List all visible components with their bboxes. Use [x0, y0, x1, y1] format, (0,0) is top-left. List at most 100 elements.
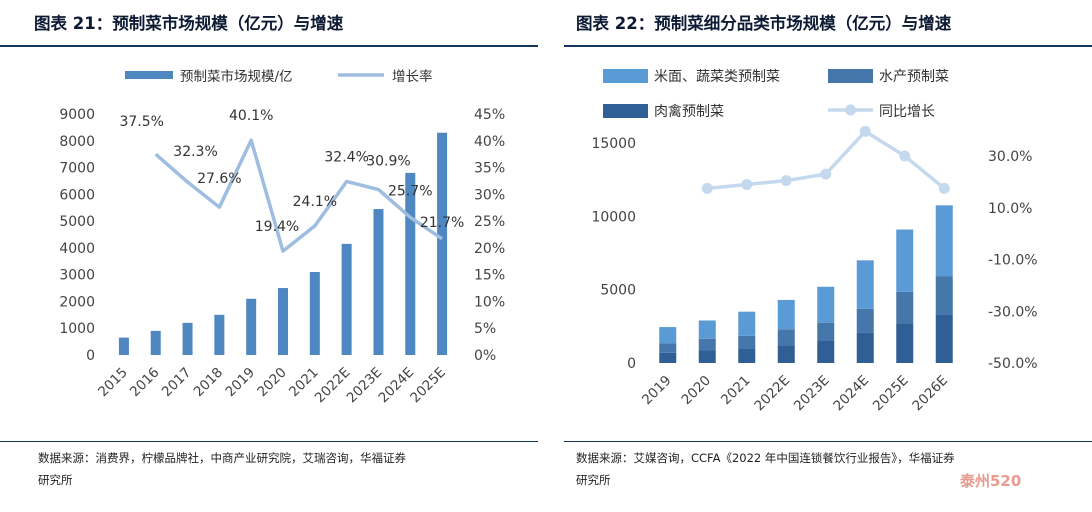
y-right-tick-label: 10% — [474, 294, 505, 310]
yoy-growth-point — [741, 178, 753, 190]
growth-data-label: 19.4% — [255, 219, 299, 235]
rice-veg-segment-bar — [659, 327, 677, 344]
market-size-bar — [150, 330, 161, 355]
right-chart-title: 图表 22：预制菜细分品类市场规模（亿元）与增速 — [576, 14, 952, 33]
right-source-line-1: 数据来源：艾媒咨询，CCFA《2022 年中国连锁餐饮行业报告》，华福证券 — [576, 451, 955, 465]
legend-label-growth: 增长率 — [392, 68, 433, 85]
yoy-growth-point — [820, 168, 832, 180]
y-left-tick-label: 15000 — [591, 136, 636, 152]
x-tick-label: 2024E — [375, 365, 417, 407]
y-left-tick-label: 10000 — [591, 209, 636, 225]
x-tick-label: 2025E — [407, 365, 449, 407]
market-size-bar — [309, 271, 320, 355]
growth-data-label: 25.7% — [388, 183, 432, 199]
rice-veg-segment-bar — [777, 299, 795, 330]
y-right-tick-label: 45% — [474, 107, 505, 123]
y-right-tick-label: 40% — [474, 134, 505, 150]
yoy-growth-point — [701, 182, 713, 194]
growth-data-label: 32.4% — [324, 149, 368, 165]
left-chart-panel: 图表 21：预制菜市场规模（亿元）与增速 预制菜市场规模/亿 增长率 0 1000 20… — [0, 14, 538, 491]
left-source-rule — [0, 441, 538, 442]
yoy-growth-point — [899, 150, 911, 162]
aquatic-segment-bar — [698, 338, 716, 351]
x-tick-label: 2021 — [718, 373, 754, 409]
meat-segment-bar — [698, 350, 716, 363]
y-left-tick-label: 8000 — [59, 134, 95, 150]
y-left-tick-label: 9000 — [59, 107, 95, 123]
rice-veg-segment-bar — [817, 286, 835, 323]
y-right-tick-label: -50.0% — [988, 356, 1038, 372]
rice-veg-segment-bar — [935, 205, 953, 277]
market-size-bar — [214, 314, 225, 355]
meat-segment-bar — [817, 341, 835, 363]
right-source-rule — [564, 441, 1092, 442]
x-tick-label: 2020 — [678, 373, 714, 409]
market-size-bar — [405, 172, 416, 355]
yoy-growth-point — [938, 182, 950, 194]
right-title-rule — [564, 45, 1092, 47]
aquatic-segment-bar — [777, 329, 795, 346]
x-tick-label: 2020 — [254, 365, 290, 401]
legend-label-market-size: 预制菜市场规模/亿 — [180, 68, 293, 85]
y-left-tick-label: 6000 — [59, 187, 95, 203]
x-tick-label: 2026E — [909, 373, 951, 415]
aquatic-segment-bar — [856, 308, 874, 333]
y-left-tick-label: 7000 — [59, 161, 95, 177]
rice-veg-segment-bar — [738, 311, 756, 336]
y-left-tick-label: 1000 — [59, 321, 95, 337]
aquatic-segment-bar — [659, 343, 677, 353]
legend-label-meat: 肉禽预制菜 — [654, 103, 724, 120]
x-tick-label: 2023E — [344, 365, 386, 407]
legend-label-aquatic: 水产预制菜 — [879, 69, 949, 85]
yoy-growth-point — [859, 125, 871, 137]
left-source-line-2: 研究所 — [38, 473, 73, 487]
aquatic-segment-bar — [817, 322, 835, 341]
x-tick-label: 2022E — [751, 373, 793, 415]
growth-data-label: 27.6% — [197, 171, 241, 187]
rice-veg-segment-bar — [856, 260, 874, 309]
growth-rate-line — [154, 138, 444, 253]
market-size-bar — [278, 288, 288, 355]
legend-swatch-aquatic — [828, 69, 873, 83]
y-right-tick-label: 30.0% — [988, 149, 1032, 165]
y-left-tick-label: 3000 — [59, 268, 95, 284]
growth-data-label: 37.5% — [119, 114, 163, 130]
aquatic-segment-bar — [738, 335, 756, 349]
growth-data-label: 24.1% — [293, 194, 337, 210]
left-source-note: 数据来源：消费界，柠檬品牌社，中商产业研究院，艾瑞咨询，华福证券 研究所 — [38, 447, 406, 491]
rice-veg-segment-bar — [698, 320, 716, 339]
right-chart-panel: 图表 22：预制菜细分品类市场规模（亿元）与增速 米面、蔬菜类预制菜 水产预制菜肉… — [548, 0, 1092, 512]
x-tick-label: 2022E — [312, 365, 354, 407]
meat-segment-bar — [738, 348, 756, 363]
right-source-note: 数据来源：艾媒咨询，CCFA《2022 年中国连锁餐饮行业报告》，华福证券 研究… — [576, 447, 955, 491]
x-tick-label: 2025E — [870, 373, 912, 415]
y-right-tick-label: 25% — [474, 214, 505, 230]
y-left-tick-label: 5000 — [600, 283, 636, 299]
y-left-tick-label: 2000 — [59, 294, 95, 310]
meat-segment-bar — [777, 345, 795, 363]
left-source-line-1: 数据来源：消费界，柠檬品牌社，中商产业研究院，艾瑞咨询，华福证券 — [38, 451, 406, 465]
growth-data-label: 32.3% — [173, 144, 217, 160]
market-size-bar — [437, 132, 448, 355]
legend-swatch-market-size — [125, 71, 173, 79]
x-tick-label: 2019 — [639, 373, 675, 409]
market-size-bar — [373, 209, 384, 355]
y-right-tick-label: -10.0% — [988, 253, 1038, 269]
y-right-tick-label: 10.0% — [988, 201, 1032, 217]
y-right-tick-label: -30.0% — [988, 304, 1038, 320]
market-size-bar — [341, 243, 352, 355]
yoy-growth-line — [707, 129, 946, 191]
market-size-bar — [182, 322, 193, 355]
legend-swatch-meat — [603, 104, 648, 118]
left-title-rule — [0, 45, 538, 47]
y-left-tick-label: 4000 — [59, 241, 95, 257]
left-chart-title: 图表 21：预制菜市场规模（亿元）与增速 — [34, 14, 344, 33]
market-size-bar — [246, 298, 257, 355]
aquatic-segment-bar — [935, 276, 953, 315]
right-source-line-2: 研究所 — [576, 473, 611, 487]
y-right-tick-label: 35% — [474, 161, 505, 177]
watermark-logo: 泰州520 — [960, 472, 1022, 490]
legend-label-rice-veg: 米面、蔬菜类预制菜 — [654, 69, 780, 85]
rice-veg-segment-bar — [896, 229, 914, 292]
market-size-bar — [118, 337, 129, 355]
